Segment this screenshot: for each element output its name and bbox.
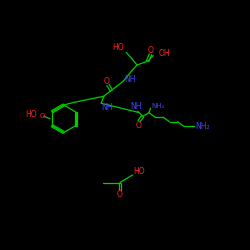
Text: O: O (148, 46, 154, 55)
Text: OH: OH (159, 48, 170, 58)
Text: NH: NH (130, 102, 141, 111)
Text: HO: HO (134, 167, 145, 176)
Text: NH: NH (101, 103, 112, 112)
Text: NH₂: NH₂ (151, 103, 164, 109)
Text: O: O (104, 76, 110, 86)
Text: O: O (39, 113, 45, 119)
Text: O: O (136, 121, 141, 130)
Text: O: O (117, 190, 123, 199)
Text: NH₂: NH₂ (196, 122, 210, 131)
Text: NH: NH (124, 76, 136, 84)
Text: HO: HO (26, 110, 37, 119)
Text: HO: HO (112, 42, 124, 51)
